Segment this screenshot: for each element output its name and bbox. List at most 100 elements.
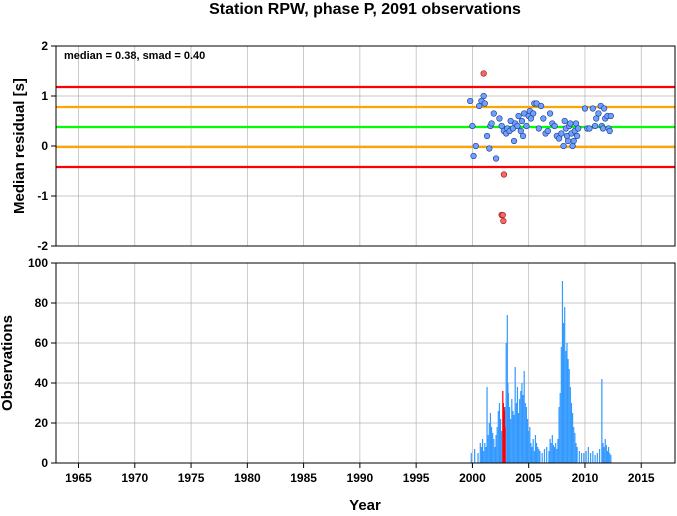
residual-point	[561, 117, 568, 125]
residual-point	[573, 132, 581, 140]
outlier-point	[499, 211, 506, 219]
residual-point	[523, 122, 530, 130]
residual-point	[480, 92, 487, 100]
x-tick-label: 1985	[290, 471, 317, 485]
bottom-y-tick-label: 20	[35, 416, 49, 430]
observation-bar	[496, 427, 498, 463]
observation-bar	[501, 431, 503, 463]
residual-point	[527, 115, 535, 122]
residual-point	[560, 142, 567, 150]
observation-bar	[539, 451, 541, 463]
residual-point	[569, 142, 576, 150]
residual-point	[498, 122, 505, 130]
x-tick-label: 1965	[65, 471, 92, 485]
x-axis-label: Year	[349, 497, 381, 511]
observation-bar	[565, 351, 567, 463]
observation-bar	[558, 407, 560, 463]
x-tick-label: 1990	[347, 471, 374, 485]
observation-bar	[529, 427, 531, 463]
observation-bar	[498, 403, 501, 463]
top-y-tick-label: 1	[41, 89, 48, 103]
observation-bar	[483, 451, 485, 463]
residual-point	[519, 132, 527, 140]
observation-bar	[520, 391, 522, 463]
top-y-axis-label: Median residual [s]	[11, 78, 28, 214]
observation-bar	[585, 451, 587, 463]
x-tick-label: 2010	[572, 471, 599, 485]
observation-bar	[587, 447, 589, 463]
observation-bar	[578, 451, 580, 463]
outlier-bar	[504, 427, 506, 463]
observation-bar	[497, 411, 499, 463]
observation-bar	[589, 453, 592, 463]
observation-bar	[594, 455, 596, 463]
x-tick-label: 1995	[403, 471, 430, 485]
observation-bar	[481, 439, 484, 463]
observation-bar	[574, 433, 576, 463]
observation-bar	[605, 445, 607, 463]
observation-bar	[580, 453, 583, 463]
observation-bar	[568, 369, 570, 463]
residual-point	[591, 122, 599, 130]
x-tick-label: 2000	[459, 471, 486, 485]
observation-bar	[562, 323, 565, 463]
observation-bar	[526, 419, 529, 463]
observation-bar	[548, 451, 550, 463]
observation-bar	[573, 427, 575, 463]
observation-bar	[512, 411, 514, 463]
top-y-tick-label: -1	[37, 189, 48, 203]
observation-bar	[485, 447, 487, 463]
outlier-point	[480, 70, 487, 77]
outlier-point	[500, 171, 508, 178]
residual-point	[607, 112, 614, 120]
residual-point	[488, 120, 495, 127]
observation-bar	[549, 439, 551, 463]
top-y-ticks: -2 -1 0 1 2	[37, 39, 56, 253]
residual-point	[515, 112, 522, 120]
observation-bar	[532, 439, 534, 463]
residual-point	[483, 132, 491, 140]
observation-bar	[560, 347, 562, 463]
residual-point	[481, 100, 488, 107]
bottom-plot-frame	[55, 262, 676, 464]
observation-bar	[609, 453, 611, 463]
observation-bar	[514, 367, 516, 463]
observation-bar	[507, 393, 510, 463]
observation-bar	[533, 451, 535, 463]
residual-point	[469, 122, 476, 130]
bottom-y-tick-label: 0	[41, 456, 48, 470]
outlier-point	[500, 217, 507, 225]
observation-bar	[601, 379, 603, 463]
x-tick-label: 1975	[178, 471, 205, 485]
observation-bar	[546, 447, 548, 463]
residual-point	[570, 137, 577, 145]
observation-bar	[486, 387, 488, 463]
observation-bar	[607, 447, 610, 463]
residual-point	[551, 122, 558, 130]
residual-point	[599, 125, 607, 132]
observation-bars	[470, 281, 612, 463]
residual-point	[546, 110, 554, 117]
observation-bar	[541, 453, 543, 463]
observation-bar	[477, 453, 479, 463]
residual-point	[600, 105, 608, 112]
residual-point	[564, 137, 572, 145]
top-panel: -2 -1 0 1 2 median = 0.38, smad = 0.40 Media…	[11, 39, 676, 253]
observation-bar	[524, 403, 526, 463]
bottom-panel: 0 20 40 60 80 100 1965 1970 1975 1980 1985 1990 199…	[0, 256, 676, 514]
stats-annotation: median = 0.38, smad = 0.40	[64, 50, 205, 62]
x-ticks: 1965 1970 1975 1980 1985 1990 1995 2000 2005 2010…	[65, 463, 655, 485]
observation-bar	[474, 449, 476, 463]
observation-bar	[561, 281, 564, 463]
observation-bar	[531, 447, 533, 463]
bottom-y-tick-label: 40	[35, 376, 49, 390]
observation-bar	[493, 439, 495, 463]
observation-bar	[484, 443, 486, 463]
observation-bar	[515, 403, 517, 463]
x-tick-label: 1980	[234, 471, 261, 485]
residual-point	[514, 122, 521, 130]
observation-bar	[513, 415, 515, 463]
residual-point	[476, 102, 483, 110]
observation-bar	[523, 371, 525, 463]
